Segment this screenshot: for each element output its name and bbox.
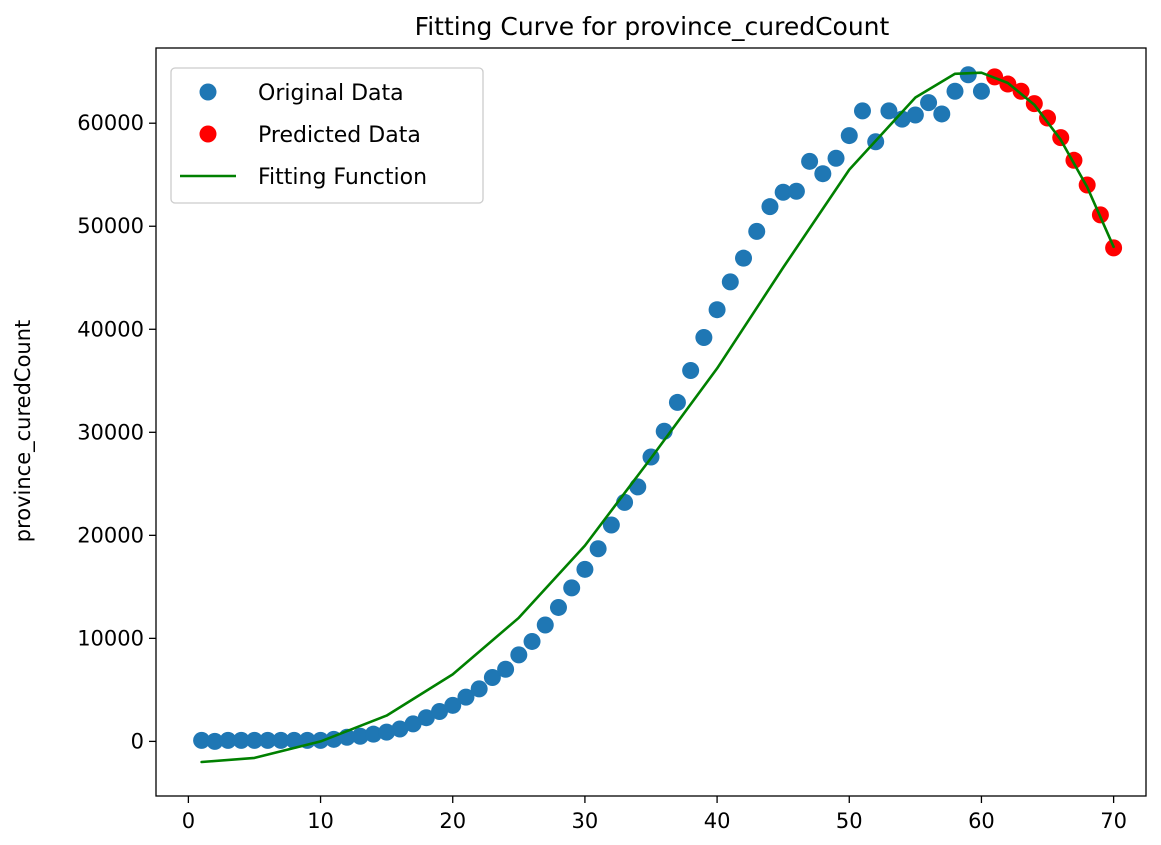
x-tick-label: 70: [1100, 809, 1127, 833]
original-data-point: [774, 183, 792, 201]
original-data-point: [946, 82, 964, 100]
y-axis-title: province_curedCount: [11, 320, 36, 543]
original-data-point: [219, 731, 237, 749]
original-data-point: [536, 616, 554, 634]
original-data-point: [920, 94, 938, 112]
original-data-point: [761, 198, 779, 216]
x-tick-label: 40: [704, 809, 731, 833]
chart-title: Fitting Curve for province_curedCount: [415, 12, 890, 41]
y-tick-label: 10000: [77, 626, 144, 650]
original-data-point: [668, 393, 686, 411]
predicted-data-point: [1012, 82, 1030, 100]
original-data-point: [206, 732, 224, 750]
original-data-point: [444, 696, 462, 714]
x-tick-label: 0: [182, 809, 195, 833]
legend-label: Original Data: [258, 81, 404, 106]
legend-box: [170, 67, 484, 204]
y-tick-label: 20000: [77, 523, 144, 547]
y-tick-label: 0: [131, 729, 144, 753]
y-tick-label: 50000: [77, 214, 144, 238]
original-data-point: [483, 669, 501, 687]
legend-entry-fitting-function: Fitting Function: [180, 165, 427, 190]
original-data-point: [457, 688, 475, 706]
original-data-point: [523, 632, 541, 650]
y-tick-label: 30000: [77, 420, 144, 444]
original-data-point: [589, 540, 607, 558]
legend-entry-original-data: Original Data: [199, 81, 404, 106]
original-data-point: [404, 715, 422, 733]
legend-marker: [199, 83, 217, 101]
original-data-point: [748, 222, 766, 240]
original-data-point: [827, 149, 845, 167]
original-data-point: [814, 165, 832, 183]
original-data-point: [629, 478, 647, 496]
original-data-point: [787, 182, 805, 200]
original-data-point: [735, 249, 753, 267]
original-data-point: [470, 680, 488, 698]
legend-label: Fitting Function: [258, 165, 427, 190]
original-data-point: [272, 731, 290, 749]
original-data-point: [510, 646, 528, 664]
original-data-point: [259, 731, 277, 749]
original-data-point: [721, 273, 739, 291]
original-data-point: [959, 66, 977, 84]
fitting-function-line: [200, 71, 1115, 764]
original-data-point: [391, 720, 409, 738]
original-data-point: [378, 723, 396, 741]
x-tick-label: 30: [572, 809, 599, 833]
x-tick-label: 60: [968, 809, 995, 833]
original-data-point: [364, 725, 382, 743]
original-data-point: [431, 703, 449, 721]
original-data-point: [576, 560, 594, 578]
original-data-point: [880, 102, 898, 120]
original-data-point: [245, 731, 263, 749]
original-data-point: [801, 152, 819, 170]
original-data-point: [285, 731, 303, 749]
original-data-point: [708, 301, 726, 319]
original-data-point: [232, 731, 250, 749]
original-data-point: [853, 102, 871, 120]
x-tick-label: 10: [307, 809, 334, 833]
original-data-point: [193, 731, 211, 749]
y-tick-label: 40000: [77, 317, 144, 341]
original-data-point: [933, 105, 951, 123]
original-data-point: [497, 660, 515, 678]
x-tick-label: 20: [439, 809, 466, 833]
x-tick-label: 50: [836, 809, 863, 833]
original-data-point: [840, 127, 858, 145]
legend-entry-predicted-data: Predicted Data: [199, 123, 421, 148]
predicted-data-point: [1039, 109, 1057, 127]
original-data-point: [972, 82, 990, 100]
original-data-point: [695, 329, 713, 347]
original-data-point: [563, 579, 581, 597]
plot-area: [193, 66, 1123, 764]
original-data-point: [351, 727, 369, 745]
original-data-point: [549, 598, 567, 616]
legend-marker: [199, 125, 217, 143]
original-data-point: [602, 516, 620, 534]
legend-label: Predicted Data: [258, 123, 421, 148]
original-data-point: [906, 106, 924, 124]
y-tick-label: 60000: [77, 111, 144, 135]
axes: 0 10 20 30 40 50 60 70 0 10000 20000 30000 40000 5000…: [77, 47, 1147, 833]
axes-frame: [155, 47, 1147, 797]
legend: Original Data Predicted Data Fitting Funct…: [170, 67, 484, 204]
original-data-point: [682, 361, 700, 379]
original-data-point: [417, 709, 435, 727]
